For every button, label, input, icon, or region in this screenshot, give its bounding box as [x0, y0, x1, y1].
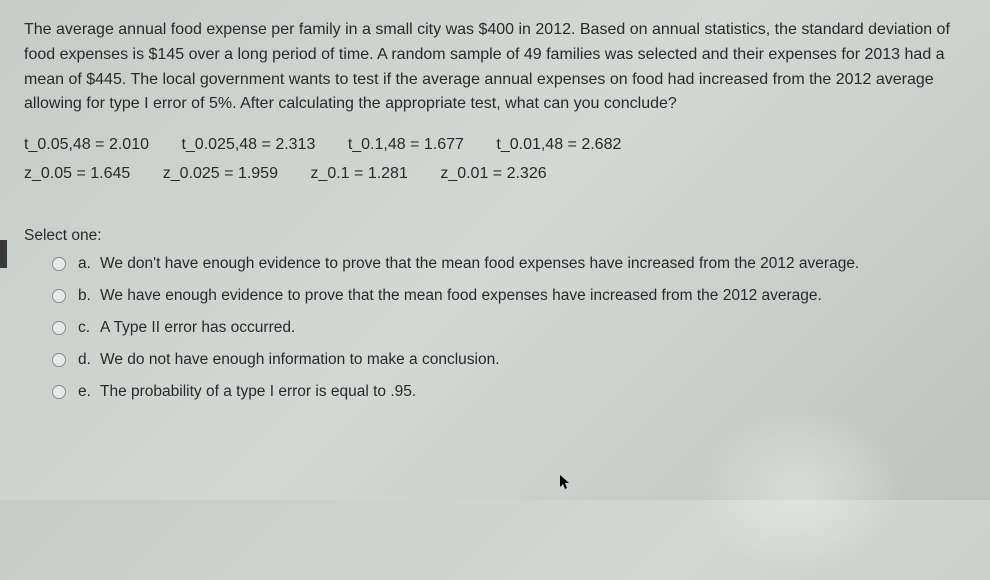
t-value-1: t_0.025,48 = 2.313: [181, 131, 315, 160]
option-e-letter: e.: [78, 383, 100, 401]
option-a-row[interactable]: a. We don't have enough evidence to prov…: [52, 255, 966, 273]
critical-values-block: t_0.05,48 = 2.010 t_0.025,48 = 2.313 t_0…: [24, 131, 966, 189]
option-d-letter: d.: [78, 351, 100, 369]
question-text: The average annual food expense per fami…: [24, 18, 966, 117]
option-b-row[interactable]: b. We have enough evidence to prove that…: [52, 287, 966, 305]
t-value-2: t_0.1,48 = 1.677: [348, 131, 464, 160]
option-c-text: A Type II error has occurred.: [100, 319, 295, 337]
z-value-0: z_0.05 = 1.645: [24, 160, 130, 189]
z-value-2: z_0.1 = 1.281: [310, 160, 407, 189]
select-one-label: Select one:: [24, 227, 966, 245]
options-list: a. We don't have enough evidence to prov…: [24, 255, 966, 401]
left-indicator-bar: [0, 240, 7, 268]
t-value-0: t_0.05,48 = 2.010: [24, 131, 149, 160]
option-d-row[interactable]: d. We do not have enough information to …: [52, 351, 966, 369]
option-a-text: We don't have enough evidence to prove t…: [100, 255, 859, 273]
option-b-letter: b.: [78, 287, 100, 305]
z-values-row: z_0.05 = 1.645 z_0.025 = 1.959 z_0.1 = 1…: [24, 160, 966, 189]
option-c-row[interactable]: c. A Type II error has occurred.: [52, 319, 966, 337]
t-values-row: t_0.05,48 = 2.010 t_0.025,48 = 2.313 t_0…: [24, 131, 966, 160]
radio-a[interactable]: [52, 257, 66, 271]
option-e-text: The probability of a type I error is equ…: [100, 383, 416, 401]
glare-overlay: [690, 400, 910, 580]
option-d-text: We do not have enough information to mak…: [100, 351, 500, 369]
z-value-1: z_0.025 = 1.959: [163, 160, 278, 189]
z-value-3: z_0.01 = 2.326: [440, 160, 546, 189]
radio-b[interactable]: [52, 289, 66, 303]
option-b-text: We have enough evidence to prove that th…: [100, 287, 822, 305]
cursor-icon: [560, 475, 572, 494]
radio-d[interactable]: [52, 353, 66, 367]
option-c-letter: c.: [78, 319, 100, 337]
option-e-row[interactable]: e. The probability of a type I error is …: [52, 383, 966, 401]
t-value-3: t_0.01,48 = 2.682: [496, 131, 621, 160]
radio-e[interactable]: [52, 385, 66, 399]
radio-c[interactable]: [52, 321, 66, 335]
option-a-letter: a.: [78, 255, 100, 273]
